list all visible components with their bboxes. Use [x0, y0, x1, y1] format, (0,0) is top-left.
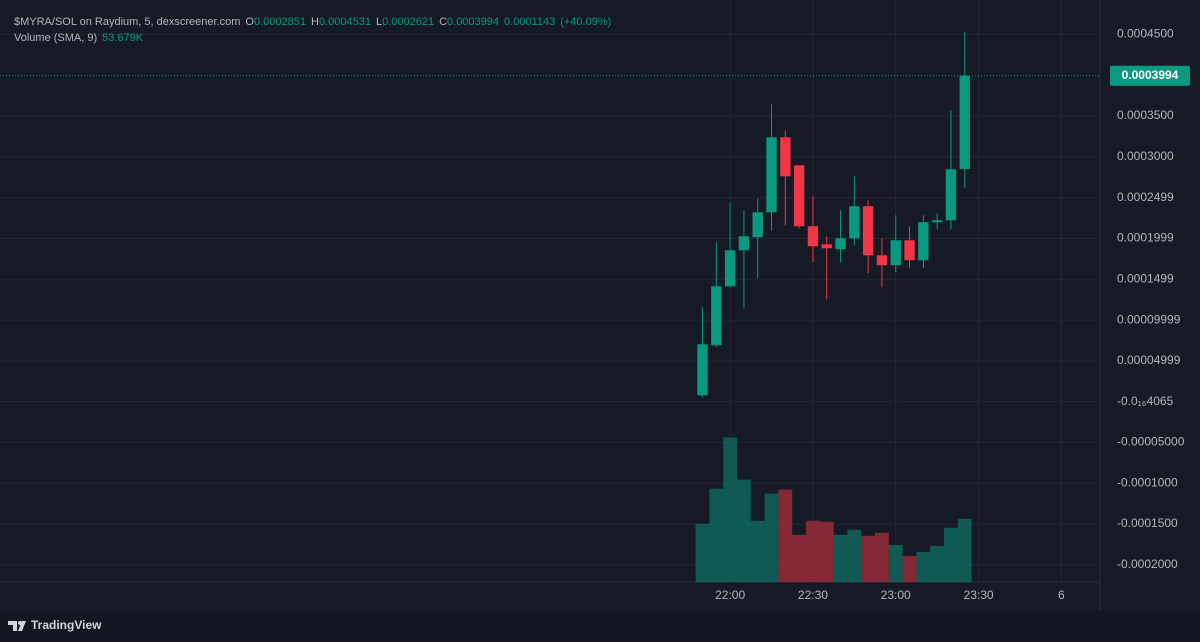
symbol-title: $MYRA/SOL on Raydium, 5, dexscreener.com [14, 16, 241, 28]
volume-bar [778, 489, 793, 582]
y-tick-label: -0.0001500 [1117, 516, 1178, 530]
ohlc-value: 0.0004531 [318, 16, 371, 28]
volume-bar [902, 555, 917, 582]
candle-body [918, 222, 929, 261]
tradingview-logo [8, 621, 26, 631]
candle-body [780, 137, 791, 177]
footer-bar [0, 610, 1200, 642]
volume-bar [916, 551, 931, 582]
y-tick-label: 0.0003000 [1117, 149, 1174, 163]
y-tick-label: -0.0001000 [1117, 475, 1178, 489]
grid [0, 0, 1100, 582]
volume-bar [875, 532, 889, 582]
ohlc-label: C [439, 16, 448, 28]
volume-bar [819, 521, 834, 582]
y-tick-label: -0.0₁₆4065 [1117, 394, 1174, 408]
ohlc-label: H [310, 16, 319, 28]
x-tick-label: 22:00 [715, 588, 745, 602]
volume-title: Volume (SMA, 9) [14, 32, 98, 44]
change-pct: (+40.09%) [560, 16, 612, 28]
candle-body [849, 206, 860, 239]
volume-bar [930, 545, 945, 582]
ohlc-value: 0.0003994 [447, 16, 500, 28]
candle-body [807, 226, 819, 247]
ohlc-value: 0.0002621 [382, 16, 435, 28]
volume-bar [723, 437, 738, 582]
volume-bar [737, 479, 751, 582]
x-tick-label: 23:30 [964, 588, 994, 602]
y-tick-label: 0.00004999 [1117, 353, 1181, 367]
volume-bar [709, 488, 724, 582]
candle-body [793, 165, 805, 227]
candle-body [862, 206, 874, 256]
volume-bar [957, 518, 972, 582]
last-price-label: 0.0003994 [1122, 68, 1179, 82]
x-tick-label: 6 [1058, 588, 1065, 602]
candle-body [876, 255, 888, 266]
y-tick-label: 0.0001999 [1117, 231, 1174, 245]
volume-bar [806, 520, 820, 582]
ohlc-label: O [245, 16, 254, 28]
volume-bar [792, 534, 807, 582]
y-tick-label: 0.0001499 [1117, 272, 1174, 286]
y-tick-label: 0.0003500 [1117, 108, 1174, 122]
candle-body [766, 137, 777, 213]
candle-body [890, 240, 901, 266]
change-value: 0.0001143 [504, 16, 556, 28]
candle-body [959, 75, 970, 170]
y-tick-label: -0.0002000 [1117, 557, 1178, 571]
candle-body [738, 236, 750, 251]
volume-bar [888, 544, 903, 582]
candle-body [752, 212, 763, 238]
candle-body [697, 344, 708, 396]
brand: TradingView [31, 618, 102, 632]
candle-body [821, 244, 832, 249]
volume-bar [847, 529, 862, 582]
legend-row: $MYRA/SOL on Raydium, 5, dexscreener.com… [14, 16, 611, 28]
last-price-box [1110, 65, 1190, 86]
volume-bar [944, 527, 958, 582]
ohlc-value: 0.0002851 [253, 16, 306, 28]
volume-bar [861, 535, 876, 582]
ohlc-label: L [375, 16, 383, 28]
candle-body [711, 286, 722, 346]
volume-bar [750, 520, 765, 582]
volume-legend: Volume (SMA, 9) 53.679K [14, 32, 143, 44]
volume-bar [695, 523, 710, 582]
candle-body [835, 238, 846, 250]
y-tick-label: 0.0004500 [1117, 27, 1174, 41]
y-tick-label: -0.00005000 [1117, 435, 1185, 449]
candle-body [945, 169, 957, 221]
y-tick-label: 0.0002499 [1117, 190, 1174, 204]
volume-bar [833, 534, 848, 582]
y-tick-label: 0.00009999 [1117, 312, 1181, 326]
candle-body [904, 240, 915, 261]
candle-body [724, 250, 736, 287]
x-tick-label: 23:00 [881, 588, 911, 602]
volume-bar [764, 493, 779, 582]
candle-body [931, 220, 943, 223]
volume-sma: 53.679K [102, 32, 144, 44]
x-tick-label: 22:30 [798, 588, 828, 602]
